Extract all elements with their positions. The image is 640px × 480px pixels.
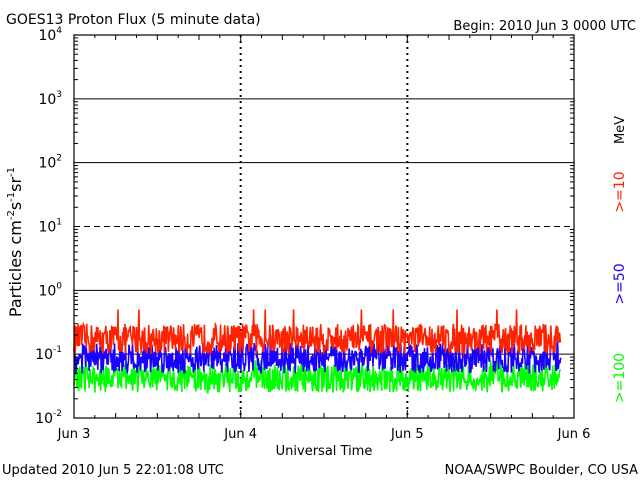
legend-unit-mev: MeV — [613, 116, 628, 144]
credit-text: NOAA/SWPC Boulder, CO USA — [445, 463, 638, 478]
y-tick-base: 10 — [38, 156, 56, 172]
series-trace-2 — [73, 360, 561, 394]
begin-time: Begin: 2010 Jun 3 0000 UTC — [453, 19, 636, 34]
y-axis-label-exp-cm: -2 — [6, 210, 17, 220]
legend-ge50: >=50 — [612, 263, 628, 304]
y-tick-base: 10 — [38, 220, 56, 236]
legend-ge10: >=10 — [612, 171, 628, 212]
updated-time: Updated 2010 Jun 5 22:01:08 UTC — [2, 463, 224, 478]
y-tick-exp: 1 — [56, 218, 62, 228]
y-tick-exp: -1 — [53, 345, 62, 355]
y-tick-base: 10 — [35, 411, 53, 427]
series-ge10-line — [73, 309, 562, 357]
y-tick-label-3: 101 — [38, 218, 62, 236]
y-tick-label-0: 10-2 — [35, 409, 62, 427]
y-tick-exp: 0 — [56, 281, 62, 291]
x-tick-label-3: Jun 6 — [557, 427, 591, 442]
y-tick-exp: 2 — [56, 154, 62, 164]
y-tick-label-5: 103 — [38, 90, 62, 108]
chart-title: GOES13 Proton Flux (5 minute data) — [6, 12, 261, 28]
y-tick-base: 10 — [38, 92, 56, 108]
y-tick-exp: 3 — [56, 90, 62, 100]
y-axis-label-exp-sr: -1 — [6, 167, 17, 177]
y-tick-label-2: 100 — [38, 281, 62, 299]
y-axis-label-s: s — [6, 202, 25, 210]
y-tick-exp: 4 — [56, 26, 62, 36]
y-tick-base: 10 — [35, 347, 53, 363]
x-axis-label: Universal Time — [276, 444, 373, 459]
axes — [73, 34, 575, 419]
y-tick-base: 10 — [38, 28, 56, 44]
x-tick-label-2: Jun 5 — [390, 427, 424, 442]
series-ge100-line — [73, 360, 561, 394]
series-trace-0 — [73, 309, 562, 357]
y-tick-label-6: 104 — [38, 26, 62, 44]
x-tick-label-0: Jun 3 — [57, 427, 91, 442]
legend-ge100: >=100 — [612, 353, 628, 403]
y-tick-exp: -2 — [53, 409, 62, 419]
y-tick-label-4: 102 — [38, 154, 62, 172]
x-tick-labels: Jun 3 Jun 4 Jun 5 Jun 6 — [57, 427, 591, 442]
y-tick-label-1: 10-1 — [35, 345, 62, 363]
y-axis-label: Particles cm-2s-1sr-1 — [6, 167, 25, 317]
y-axis-label-exp-s: -1 — [6, 192, 17, 202]
y-tick-base: 10 — [38, 283, 56, 299]
x-tick-label-1: Jun 4 — [223, 427, 257, 442]
y-axis-label-base: Particles cm — [6, 220, 25, 317]
y-axis-label-sr: sr — [6, 177, 25, 192]
